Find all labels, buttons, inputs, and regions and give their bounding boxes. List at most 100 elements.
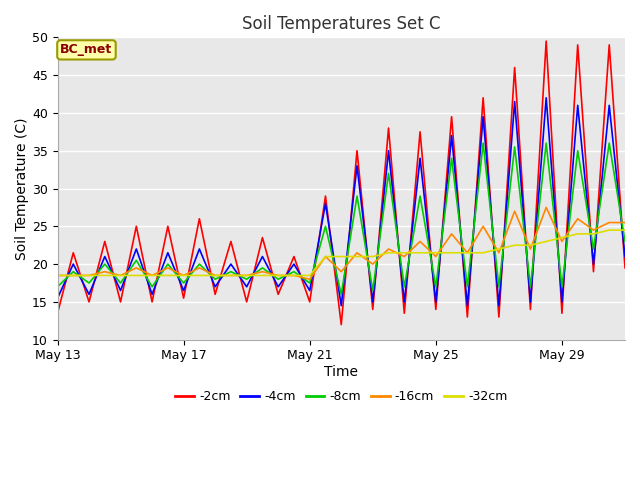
-4cm — [101, 253, 109, 259]
-2cm — [353, 148, 361, 154]
-32cm — [432, 250, 440, 256]
-8cm — [558, 284, 566, 289]
-4cm — [353, 163, 361, 169]
-32cm — [416, 250, 424, 256]
-16cm — [69, 273, 77, 278]
-16cm — [322, 253, 330, 259]
-16cm — [180, 273, 188, 278]
-32cm — [164, 273, 172, 278]
-4cm — [148, 291, 156, 297]
-8cm — [401, 284, 408, 289]
-32cm — [322, 253, 330, 259]
-4cm — [243, 284, 250, 289]
-4cm — [558, 299, 566, 305]
-8cm — [196, 261, 204, 267]
-16cm — [542, 204, 550, 210]
-4cm — [337, 303, 345, 309]
-4cm — [401, 299, 408, 305]
-2cm — [511, 65, 518, 71]
-2cm — [401, 311, 408, 316]
-32cm — [180, 273, 188, 278]
-16cm — [463, 250, 471, 256]
-32cm — [196, 273, 204, 278]
Line: -4cm: -4cm — [58, 98, 625, 306]
-2cm — [306, 299, 314, 305]
-16cm — [54, 273, 61, 278]
-4cm — [605, 103, 613, 108]
-8cm — [69, 269, 77, 275]
-8cm — [511, 144, 518, 150]
-16cm — [227, 273, 235, 278]
-32cm — [116, 273, 124, 278]
-32cm — [527, 242, 534, 248]
-2cm — [463, 314, 471, 320]
-8cm — [275, 276, 282, 282]
-16cm — [196, 265, 204, 271]
-32cm — [243, 273, 250, 278]
-2cm — [290, 253, 298, 259]
-32cm — [54, 273, 61, 278]
-32cm — [259, 273, 266, 278]
-4cm — [322, 201, 330, 206]
-4cm — [259, 253, 266, 259]
-16cm — [243, 273, 250, 278]
-16cm — [211, 273, 219, 278]
-16cm — [495, 250, 503, 256]
-16cm — [479, 223, 487, 229]
-8cm — [574, 148, 582, 154]
-16cm — [527, 246, 534, 252]
-8cm — [54, 284, 61, 289]
-32cm — [621, 227, 629, 233]
-32cm — [69, 273, 77, 278]
-2cm — [211, 291, 219, 297]
-16cm — [432, 253, 440, 259]
-16cm — [589, 227, 597, 233]
-8cm — [290, 269, 298, 275]
-8cm — [227, 269, 235, 275]
X-axis label: Time: Time — [324, 365, 358, 379]
-8cm — [211, 276, 219, 282]
-4cm — [132, 246, 140, 252]
-32cm — [495, 246, 503, 252]
-8cm — [605, 140, 613, 146]
-2cm — [164, 223, 172, 229]
-8cm — [101, 261, 109, 267]
-2cm — [180, 295, 188, 301]
-32cm — [101, 273, 109, 278]
-8cm — [353, 193, 361, 199]
-2cm — [495, 314, 503, 320]
-4cm — [448, 133, 456, 139]
-32cm — [558, 235, 566, 240]
-2cm — [85, 299, 93, 305]
-2cm — [416, 129, 424, 135]
-32cm — [306, 273, 314, 278]
-4cm — [385, 148, 392, 154]
-32cm — [511, 242, 518, 248]
-16cm — [621, 220, 629, 226]
-16cm — [306, 276, 314, 282]
-8cm — [416, 193, 424, 199]
-16cm — [605, 220, 613, 226]
-2cm — [275, 291, 282, 297]
-16cm — [385, 246, 392, 252]
-32cm — [401, 250, 408, 256]
-4cm — [495, 303, 503, 309]
-16cm — [164, 265, 172, 271]
-2cm — [259, 235, 266, 240]
Title: Soil Temperatures Set C: Soil Temperatures Set C — [242, 15, 440, 33]
-32cm — [148, 273, 156, 278]
-2cm — [101, 239, 109, 244]
-16cm — [259, 269, 266, 275]
-4cm — [290, 261, 298, 267]
Line: -32cm: -32cm — [58, 230, 625, 276]
-2cm — [542, 38, 550, 44]
-2cm — [448, 114, 456, 120]
-8cm — [306, 280, 314, 286]
-4cm — [211, 284, 219, 289]
-8cm — [85, 280, 93, 286]
-2cm — [432, 307, 440, 312]
-8cm — [385, 170, 392, 176]
-16cm — [148, 273, 156, 278]
-8cm — [495, 284, 503, 289]
-8cm — [132, 257, 140, 263]
